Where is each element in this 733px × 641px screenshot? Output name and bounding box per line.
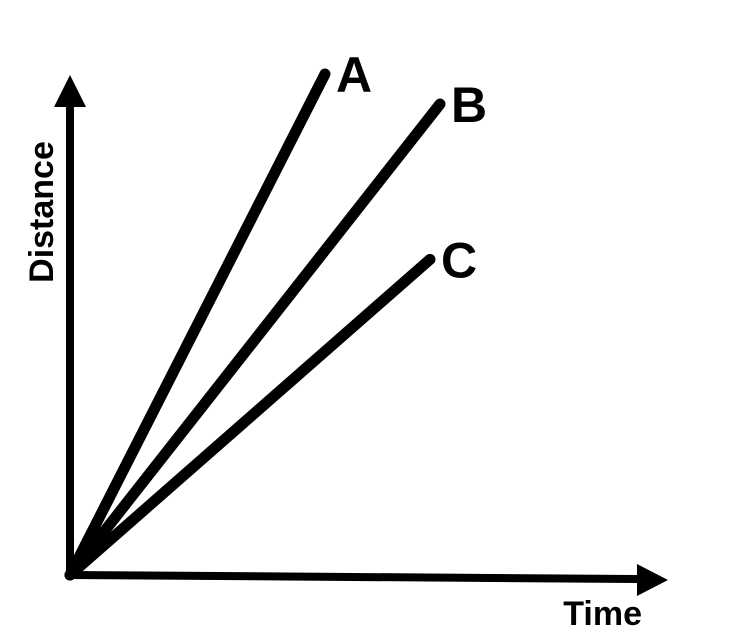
series-line-b: [64, 98, 446, 581]
series-line-c: [64, 253, 436, 581]
x-axis-arrowhead: [637, 564, 668, 596]
y-axis-arrowhead: [54, 75, 86, 107]
series-label-c: C: [441, 232, 477, 288]
series-group: [64, 68, 446, 581]
x-axis-line: [65, 570, 645, 584]
series-labels: A B C: [336, 47, 487, 288]
series-label-a: A: [336, 47, 372, 103]
x-axis-label: Time: [563, 595, 642, 633]
series-label-b: B: [451, 77, 487, 133]
y-axis-label: Distance: [23, 141, 61, 283]
series-line-a: [64, 68, 331, 581]
